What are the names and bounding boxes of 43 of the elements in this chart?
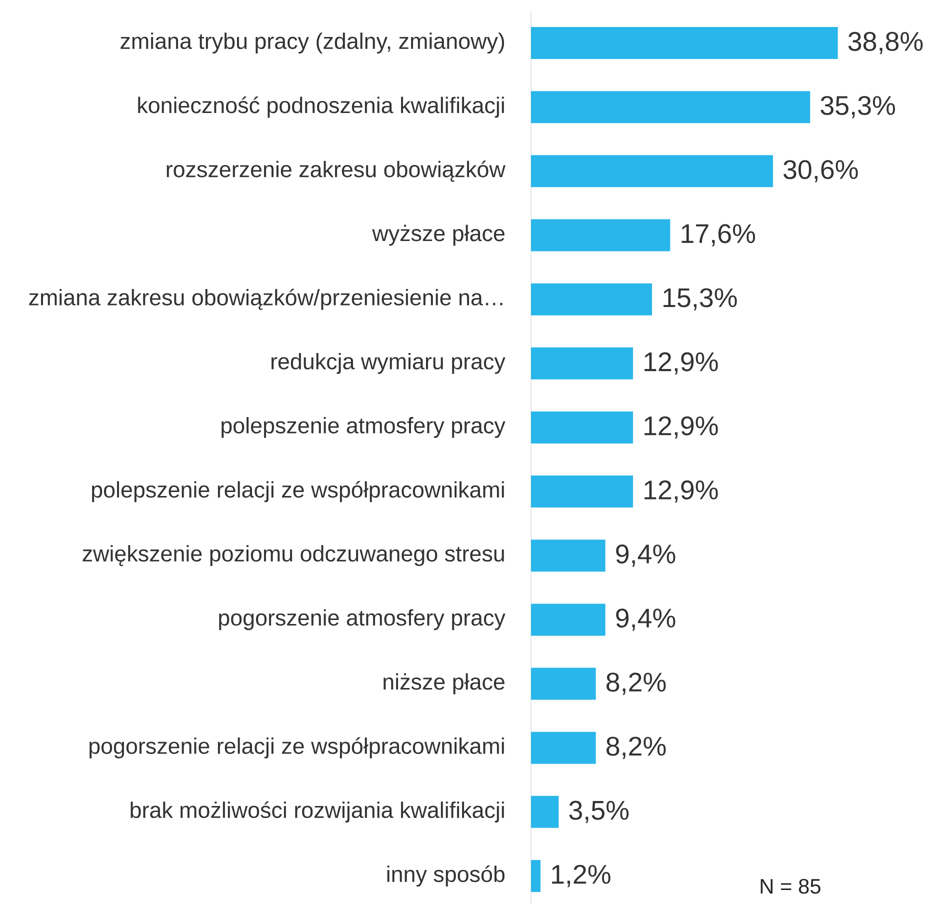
- data-label: 8,2%: [606, 736, 666, 759]
- data-label: 3,5%: [569, 800, 629, 824]
- bar: [531, 668, 596, 700]
- data-label: 8,2%: [606, 672, 666, 695]
- y-tick-label: brak możliwości rozwijania kwalifikacji: [130, 801, 504, 822]
- bar: [531, 219, 670, 252]
- bar: [531, 155, 773, 188]
- data-label: 15,3%: [664, 288, 737, 310]
- data-label: 9,4%: [616, 544, 676, 567]
- data-label: 12,9%: [644, 352, 718, 375]
- y-tick-label: zwiększenie poziomu odczuwanego stresu: [82, 545, 504, 566]
- data-label: 30,6%: [784, 160, 858, 182]
- y-tick-label: pogorszenie relacji ze współpracownikami: [90, 737, 504, 758]
- bar: [531, 796, 559, 828]
- y-tick-label: wyższe płace: [372, 224, 504, 246]
- data-label: 35,3%: [820, 96, 895, 118]
- y-tick-label: polepszenie atmosfery pracy: [222, 417, 506, 438]
- annotation: N = 85: [760, 878, 820, 894]
- bar: [531, 411, 634, 444]
- bar: [531, 347, 634, 380]
- data-label: 38,8%: [848, 32, 923, 54]
- data-label: 12,9%: [644, 416, 718, 439]
- data-label: 12,9%: [644, 480, 718, 503]
- data-label: 1,2%: [552, 864, 610, 888]
- bar: [531, 476, 634, 508]
- y-tick-label: pogorszenie atmosfery pracy: [219, 609, 506, 630]
- data-label: 9,4%: [616, 608, 676, 631]
- bar: [531, 540, 606, 572]
- y-tick-label: inny sposób: [387, 865, 505, 887]
- y-tick-label: zmiana zakresu obowiązków/przeniesienie na…: [29, 288, 502, 310]
- bar: [531, 91, 810, 124]
- y-tick-label: redukcja wymiaru pracy: [272, 352, 506, 374]
- bar: [531, 604, 606, 636]
- data-label: 17,6%: [682, 224, 756, 246]
- y-tick-label: konieczność podnoszenia kwalifikacji: [138, 96, 504, 118]
- bar: [531, 27, 838, 60]
- bar: [531, 860, 540, 892]
- y-tick-label: rozszerzenie zakresu obowiązków: [166, 160, 506, 182]
- bar: [531, 283, 652, 316]
- y-tick-label: polepszenie relacji ze współpracownikami: [92, 480, 504, 502]
- y-tick-label: zmiana trybu pracy (zdalny, zmianowy): [120, 32, 504, 54]
- y-tick-label: niższe płace: [384, 673, 504, 694]
- bar: [531, 732, 596, 764]
